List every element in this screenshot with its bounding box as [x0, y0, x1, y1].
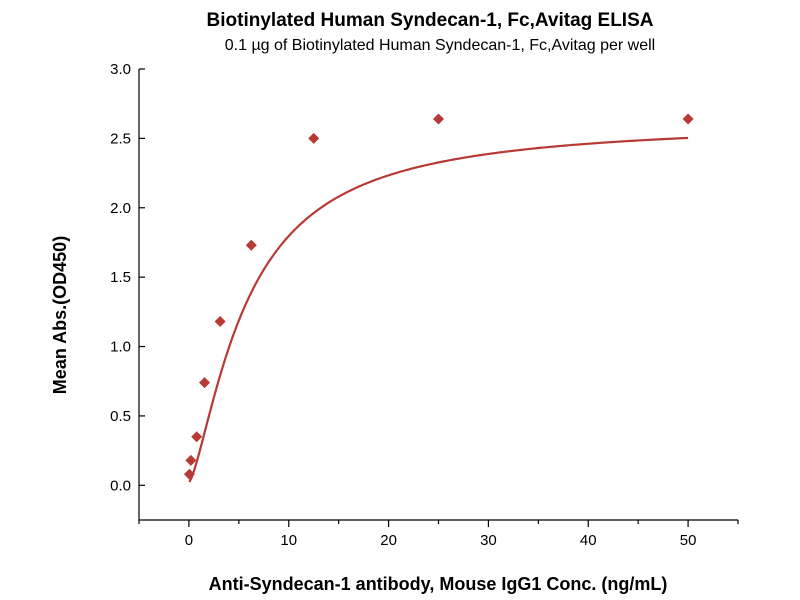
data-point	[185, 454, 197, 466]
data-point	[682, 113, 694, 125]
y-tick-label: 2.0	[110, 200, 131, 217]
data-point	[308, 132, 320, 144]
x-tick-label: 50	[680, 532, 697, 549]
x-axis-label: Anti-Syndecan-1 antibody, Mouse IgG1 Con…	[209, 574, 668, 594]
data-points-layer	[183, 113, 694, 480]
x-tick-label: 10	[280, 532, 297, 549]
data-point	[183, 468, 195, 480]
chart-title: Biotinylated Human Syndecan-1, Fc,Avitag…	[207, 10, 654, 31]
data-point	[433, 113, 444, 125]
axes: 0.0 0.5 1.0 1.5 2.0 2.5 3.0 0 10 20 30 40 50	[110, 61, 739, 549]
y-tick-label: 0.5	[110, 408, 131, 425]
y-tick-label: 1.0	[110, 339, 131, 356]
y-tick-label: 3.0	[110, 61, 131, 78]
fit-curve-layer	[188, 136, 689, 483]
x-tick-label: 40	[580, 532, 597, 549]
y-tick-label: 0.0	[110, 477, 131, 494]
y-tick-label: 1.5	[110, 269, 131, 286]
data-point	[191, 431, 203, 443]
x-tick-label: 0	[185, 532, 193, 549]
x-tick-label: 20	[380, 532, 397, 549]
chart-subtitle: 0.1 µg of Biotinylated Human Syndecan-1,…	[225, 37, 655, 54]
y-axis-label: Mean Abs.(OD450)	[50, 236, 70, 394]
data-point	[199, 377, 211, 389]
data-point	[245, 239, 257, 251]
fit-curve	[188, 136, 689, 483]
data-point	[214, 316, 226, 328]
x-tick-label: 30	[480, 532, 497, 549]
y-tick-label: 2.5	[110, 130, 131, 147]
